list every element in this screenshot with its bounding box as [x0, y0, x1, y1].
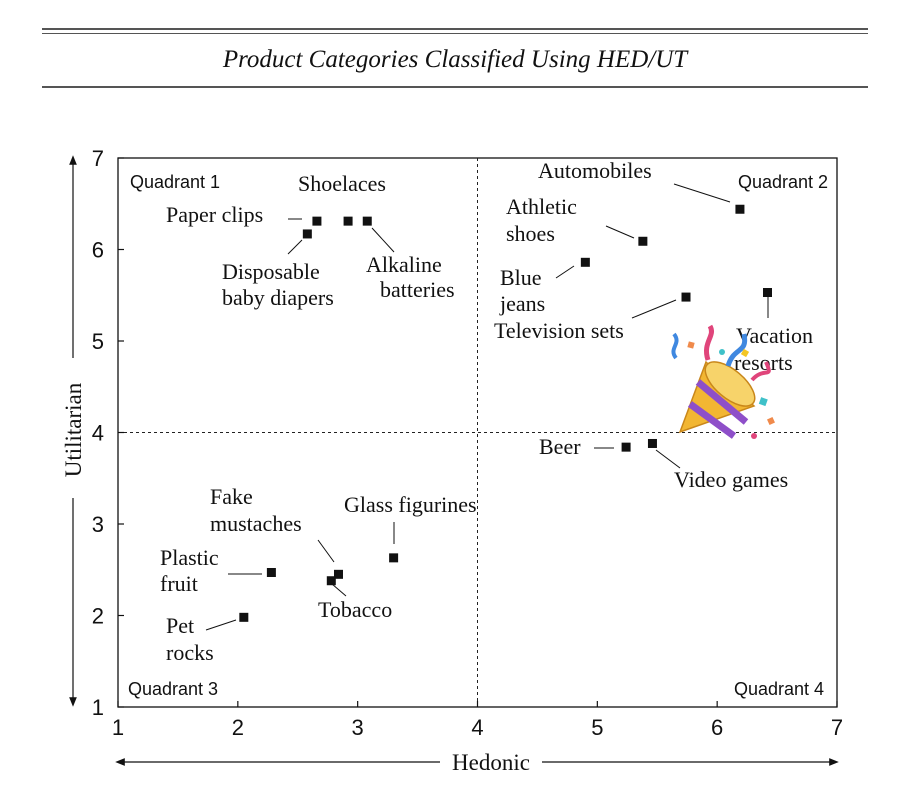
data-point	[362, 216, 372, 226]
x-tick-label: 2	[232, 715, 244, 740]
y-tick-label: 1	[92, 695, 104, 720]
label-leader-line	[655, 449, 681, 469]
label-leader-line	[555, 265, 575, 279]
label-leader-line	[317, 539, 335, 563]
x-axis-label: Hedonic	[452, 750, 530, 775]
label-leader-line	[287, 239, 303, 255]
data-point	[389, 553, 399, 563]
y-tick-label: 6	[92, 238, 104, 263]
data-point	[762, 288, 772, 298]
data-point	[681, 292, 691, 302]
x-tick-label: 3	[352, 715, 364, 740]
party-popper-icon	[671, 324, 775, 439]
point-label: Alkaline batteries	[366, 252, 455, 302]
title-rule-top	[42, 28, 868, 30]
point-label: Television sets	[494, 318, 624, 343]
point-label: Paper clips	[166, 202, 263, 227]
chart-title: Product Categories Classified Using HED/…	[222, 46, 688, 73]
x-tick-label: 7	[831, 715, 843, 740]
data-point	[638, 236, 648, 246]
y-tick-label: 4	[92, 421, 104, 446]
label-leader-line	[371, 227, 395, 253]
point-label: Video games	[674, 467, 788, 492]
y-tick-label: 2	[92, 604, 104, 629]
x-tick-label: 6	[711, 715, 723, 740]
quadrant-label: Quadrant 4	[734, 679, 824, 699]
label-leader-line	[331, 583, 347, 597]
data-point	[326, 576, 336, 586]
quadrant-label: Quadrant 3	[128, 679, 218, 699]
data-point	[343, 216, 353, 226]
data-point	[302, 229, 312, 239]
data-point	[239, 612, 249, 622]
y-tick-label: 5	[92, 329, 104, 354]
label-leader-line	[605, 225, 635, 239]
y-tick-label: 3	[92, 512, 104, 537]
point-label: Glass figurines	[344, 492, 477, 517]
data-point	[735, 204, 745, 214]
data-point	[333, 569, 343, 579]
data-point	[266, 567, 276, 577]
quadrant-label: Quadrant 1	[130, 172, 220, 192]
point-label: Pet rocks	[166, 613, 214, 665]
label-leader-line	[673, 183, 731, 203]
point-label: Blue jeans	[499, 265, 545, 316]
data-point	[621, 442, 631, 452]
point-label: Beer	[539, 434, 581, 459]
title-rule-top-inner	[42, 33, 868, 34]
data-point	[312, 216, 322, 226]
quadrant-label: Quadrant 2	[738, 172, 828, 192]
point-label: Shoelaces	[298, 171, 386, 196]
point-label: Athletic shoes	[506, 194, 577, 246]
x-tick-label: 5	[591, 715, 603, 740]
point-label: Tobacco	[318, 597, 392, 622]
data-point	[580, 257, 590, 267]
point-label: Disposable baby diapers	[222, 259, 334, 310]
data-point	[647, 438, 657, 448]
point-label: Vacation resorts	[734, 323, 813, 375]
x-tick-label: 4	[471, 715, 483, 740]
title-block: Product Categories Classified Using HED/…	[42, 28, 868, 90]
label-leader-line	[631, 299, 677, 319]
title-rule-bottom	[42, 86, 868, 88]
y-axis-label: Utilitarian	[61, 382, 86, 477]
label-leader-line	[205, 619, 237, 631]
point-label: Fake mustaches	[210, 484, 302, 536]
x-tick-label: 1	[112, 715, 124, 740]
y-tick-label: 7	[92, 146, 104, 171]
point-label: Automobiles	[538, 158, 652, 183]
point-label: Plastic fruit	[160, 545, 219, 596]
